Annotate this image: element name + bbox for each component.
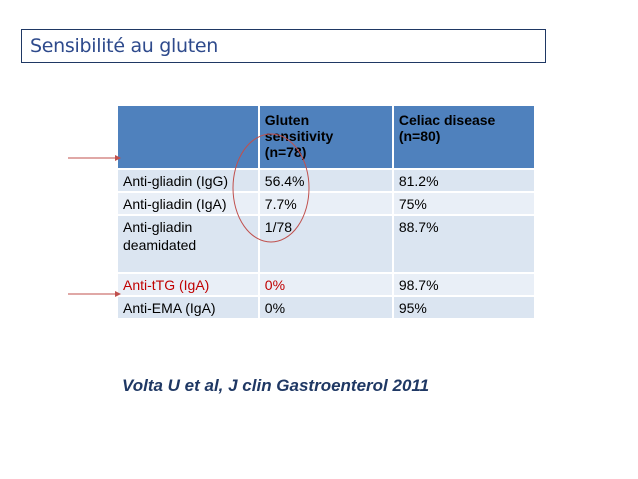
celiac-value: 95%	[393, 297, 536, 320]
celiac-value: 88.7%	[393, 216, 536, 274]
celiac-value: 98.7%	[393, 274, 536, 297]
gluten-value: 7.7%	[259, 193, 394, 216]
title-box: Sensibilité au gluten	[21, 29, 546, 63]
table-row-highlighted: Anti-tTG (IgA) 0% 98.7%	[118, 274, 536, 297]
row-label: Anti-gliadin (IgG)	[118, 170, 260, 193]
header-celiac-disease: Celiac disease (n=80)	[393, 106, 536, 170]
header-gluten-line2: sensitivity	[264, 128, 334, 144]
row-label: Anti-EMA (IgA)	[118, 297, 260, 320]
page-title: Sensibilité au gluten	[30, 35, 219, 57]
citation: Volta U et al, J clin Gastroenterol 2011	[122, 376, 430, 395]
gluten-value: 0%	[259, 274, 394, 297]
header-gluten-line1: Gluten	[264, 112, 310, 128]
results-table: Gluten sensitivity (n=78) Celiac disease…	[118, 106, 536, 320]
row-label-line1: Anti-gliadin	[123, 219, 193, 235]
table-row: Anti-gliadin (IgA) 7.7% 75%	[118, 193, 536, 216]
celiac-value: 81.2%	[393, 170, 536, 193]
table-row: Anti-gliadin (IgG) 56.4% 81.2%	[118, 170, 536, 193]
row-label: Anti-tTG (IgA)	[118, 274, 260, 297]
header-celiac-line1: Celiac disease	[398, 112, 496, 128]
gluten-value: 1/78	[259, 216, 394, 274]
header-gluten-sensitivity: Gluten sensitivity (n=78)	[259, 106, 394, 170]
row-label: Anti-gliadin deamidated	[118, 216, 260, 274]
header-celiac-line2: (n=80)	[398, 128, 441, 144]
highlight-circle-icon	[232, 133, 310, 243]
celiac-value: 75%	[393, 193, 536, 216]
gluten-value: 0%	[259, 297, 394, 320]
row-label: Anti-gliadin (IgA)	[118, 193, 260, 216]
table-row: Anti-EMA (IgA) 0% 95%	[118, 297, 536, 320]
table-header-row: Gluten sensitivity (n=78) Celiac disease…	[118, 106, 536, 170]
gluten-value: 56.4%	[259, 170, 394, 193]
header-cell-empty	[118, 106, 260, 170]
row-label-line2: deamidated	[123, 237, 197, 253]
table-row: Anti-gliadin deamidated 1/78 88.7%	[118, 216, 536, 274]
